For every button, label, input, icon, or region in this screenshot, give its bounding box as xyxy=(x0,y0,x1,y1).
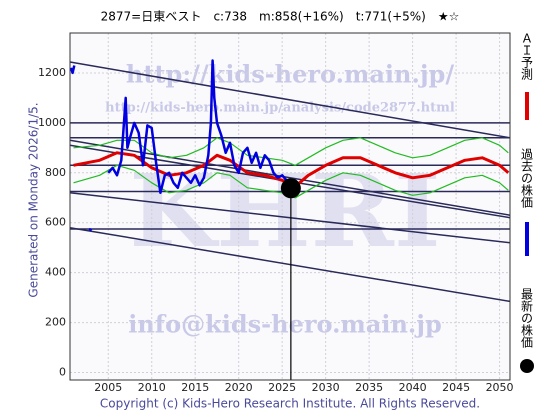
legend-swatch xyxy=(520,359,534,373)
legend-label: 過去の株価 xyxy=(520,148,534,208)
y-tick-label: 400 xyxy=(45,266,66,279)
legend: ＡＩ予測 過去の株価 最新の株価 xyxy=(520,32,534,373)
x-tick-label: 2050 xyxy=(486,381,514,394)
forecast-band xyxy=(73,164,509,199)
y-tick-label: 1200 xyxy=(38,66,66,79)
generated-note: Generated on Monday 2026/1/5. xyxy=(27,102,41,297)
legend-label: 最新の株価 xyxy=(520,288,534,348)
x-tick-label: 2030 xyxy=(312,381,340,394)
x-tick-label: 2025 xyxy=(268,381,296,394)
forecast-band xyxy=(73,137,509,166)
x-tick-label: 2045 xyxy=(442,381,470,394)
plot-border xyxy=(69,32,511,381)
x-tick-label: 2040 xyxy=(399,381,427,394)
chart-title: 2877=日東ベスト c:738 m:858(+16%) t:771(+5%) … xyxy=(101,10,460,24)
watermark-logo: KHRI xyxy=(129,152,440,270)
y-tick-label: 0 xyxy=(59,366,66,379)
latest-price xyxy=(280,178,301,199)
y-tick-label: 1000 xyxy=(38,116,66,129)
x-tick-label: 2010 xyxy=(138,381,166,394)
trend-line xyxy=(69,61,511,139)
watermark-mail: info@kids-hero.main.jp xyxy=(128,310,442,339)
plot xyxy=(69,33,511,380)
x-tick-label: 2020 xyxy=(225,381,253,394)
x-tick-label: 2035 xyxy=(355,381,383,394)
y-tick-label: 800 xyxy=(45,166,66,179)
y-tick-label: 200 xyxy=(45,316,66,329)
y-tick-label: 600 xyxy=(45,216,66,229)
trend-line xyxy=(69,192,511,244)
x-tick-label: 2015 xyxy=(181,381,209,394)
x-tick-label: 2005 xyxy=(94,381,122,394)
copyright: Copyright (c) Kids-Hero Research Institu… xyxy=(100,397,480,411)
price-line xyxy=(69,59,292,232)
legend-label: ＡＩ予測 xyxy=(520,32,534,81)
trend-line xyxy=(69,226,511,303)
watermark-url: http://kids-hero.main.jp/ xyxy=(126,60,454,89)
watermark-page: http://kids-hero.main.jp/analysis/code28… xyxy=(105,101,455,116)
